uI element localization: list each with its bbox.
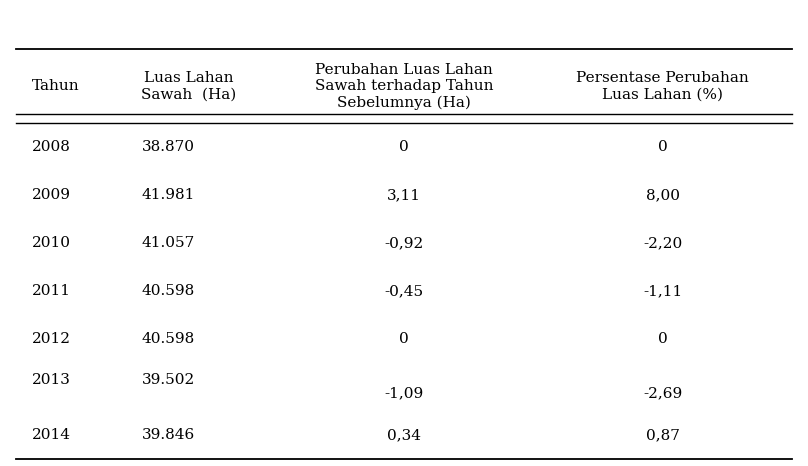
Text: 39.846: 39.846 bbox=[141, 428, 195, 442]
Text: 0: 0 bbox=[658, 332, 667, 346]
Text: -0,45: -0,45 bbox=[385, 284, 423, 298]
Text: 39.502: 39.502 bbox=[141, 373, 195, 387]
Text: 0,34: 0,34 bbox=[387, 428, 421, 442]
Text: 2011: 2011 bbox=[32, 284, 71, 298]
Text: -2,69: -2,69 bbox=[643, 386, 682, 400]
Text: 2010: 2010 bbox=[32, 236, 71, 250]
Text: 2012: 2012 bbox=[32, 332, 71, 346]
Text: 2014: 2014 bbox=[32, 428, 71, 442]
Text: 8,00: 8,00 bbox=[646, 188, 680, 202]
Text: 2008: 2008 bbox=[32, 140, 71, 154]
Text: Tahun: Tahun bbox=[32, 79, 80, 93]
Text: 0: 0 bbox=[399, 140, 409, 154]
Text: 0: 0 bbox=[658, 140, 667, 154]
Text: Persentase Perubahan
Luas Lahan (%): Persentase Perubahan Luas Lahan (%) bbox=[576, 71, 749, 101]
Text: 40.598: 40.598 bbox=[141, 332, 195, 346]
Text: Luas Lahan
Sawah  (Ha): Luas Lahan Sawah (Ha) bbox=[141, 71, 237, 101]
Text: 3,11: 3,11 bbox=[387, 188, 421, 202]
Text: 0: 0 bbox=[399, 332, 409, 346]
Text: 41.981: 41.981 bbox=[141, 188, 195, 202]
Text: -1,11: -1,11 bbox=[643, 284, 682, 298]
Text: -0,92: -0,92 bbox=[385, 236, 423, 250]
Text: -1,09: -1,09 bbox=[385, 386, 423, 400]
Text: 2009: 2009 bbox=[32, 188, 71, 202]
Text: Perubahan Luas Lahan
Sawah terhadap Tahun
Sebelumnya (Ha): Perubahan Luas Lahan Sawah terhadap Tahu… bbox=[315, 63, 493, 110]
Text: 0,87: 0,87 bbox=[646, 428, 680, 442]
Text: -2,20: -2,20 bbox=[643, 236, 682, 250]
Text: 38.870: 38.870 bbox=[141, 140, 195, 154]
Text: 41.057: 41.057 bbox=[141, 236, 195, 250]
Text: 40.598: 40.598 bbox=[141, 284, 195, 298]
Text: 2013: 2013 bbox=[32, 373, 71, 387]
